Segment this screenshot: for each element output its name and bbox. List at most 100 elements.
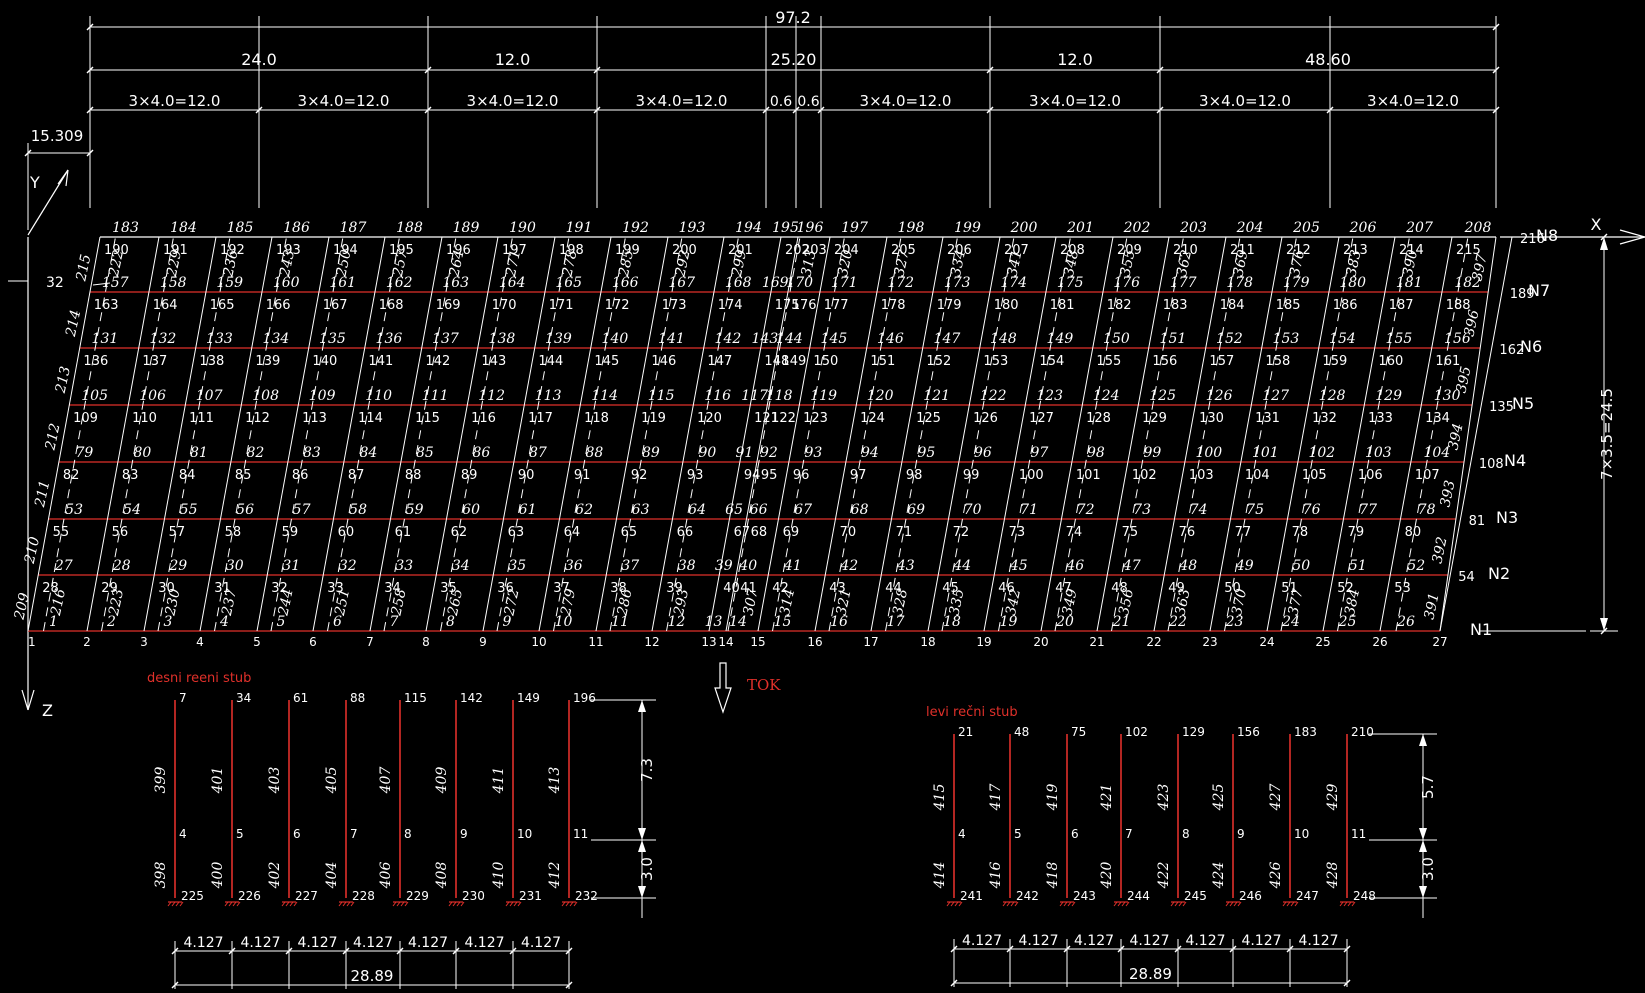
node-label: 59 <box>282 525 299 540</box>
edge-label: 395 <box>1453 365 1474 395</box>
beam-label: 118 <box>766 388 793 404</box>
node-label: 158 <box>1265 354 1290 369</box>
beam-label: 17 <box>887 614 905 630</box>
node-label: 163 <box>94 298 119 313</box>
node-label: 191 <box>163 243 188 258</box>
beam-label: 43 <box>896 558 915 574</box>
dim-tick <box>342 947 350 955</box>
cross-member-line <box>1167 236 1241 632</box>
flow-arrow-icon <box>714 662 732 714</box>
node-label: 56 <box>112 525 129 540</box>
pier-top-node: 129 <box>1182 725 1205 739</box>
beam-label: 100 <box>1195 445 1222 461</box>
beam-label: 57 <box>293 502 311 518</box>
node-label: 49 <box>1168 581 1185 596</box>
beam-label: 168 <box>725 275 752 291</box>
node-label: 214 <box>1399 243 1424 258</box>
cross-label: 257 <box>390 248 411 279</box>
pier-mid-node: 9 <box>1237 827 1245 841</box>
beam-label: 111 <box>422 388 449 404</box>
node-label: 131 <box>1255 411 1280 426</box>
beam-label: 201 <box>1066 220 1094 236</box>
node-label: 54 <box>1458 570 1475 585</box>
beam-label: 196 <box>797 220 824 236</box>
beam-label: 167 <box>668 275 695 291</box>
beam-label: 15 <box>774 614 792 630</box>
node-label: 61 <box>395 525 412 540</box>
row-label-N8: N8 <box>1536 226 1558 245</box>
cross-member-line <box>1054 236 1128 632</box>
node-label: 185 <box>1276 298 1301 313</box>
node-label: 162 <box>1499 343 1524 358</box>
support-hatch <box>1059 901 1064 907</box>
beam-label: 185 <box>227 220 254 236</box>
axis-y-arrow-icon <box>57 169 69 187</box>
pier-member: 414 <box>932 862 948 890</box>
beam-label: 106 <box>139 388 166 404</box>
node-label: 146 <box>651 354 676 369</box>
node-label: 63 <box>508 525 525 540</box>
node-label: 5 <box>253 635 261 649</box>
beam-label: 144 <box>776 331 803 347</box>
pier-member: 420 <box>1099 862 1115 890</box>
cross-label: 320 <box>835 248 856 278</box>
axis-z-label: Z <box>42 701 53 720</box>
flow-arrow: TOK <box>714 662 781 714</box>
beam-label: 53 <box>65 502 83 518</box>
beam-label: 177 <box>1170 275 1197 291</box>
node-label: 182 <box>1107 298 1132 313</box>
pier-spacing: 4.127 <box>1185 933 1225 949</box>
node-label: 55 <box>53 525 70 540</box>
node-label: 58 <box>225 525 242 540</box>
cross-label: 229 <box>164 248 185 279</box>
beam-label: 71 <box>1020 502 1038 518</box>
column-line <box>482 236 556 632</box>
column-line <box>983 236 1057 632</box>
node-label: 178 <box>881 298 906 313</box>
dim-subspan: 3×4.0=12.0 <box>129 92 221 110</box>
dim-total: 97.2 <box>775 8 811 27</box>
beam-label: 24 <box>1281 614 1300 630</box>
support-hatch <box>338 901 343 907</box>
dim-tick <box>86 149 94 157</box>
pier-base-node: 228 <box>352 889 375 903</box>
pier-top-node: 88 <box>350 691 365 705</box>
beam-label: 132 <box>150 331 177 347</box>
node-label: 115 <box>415 411 440 426</box>
cross-label: 265 <box>445 587 466 618</box>
node-label: 46 <box>998 581 1015 596</box>
beam-label: 68 <box>851 502 869 518</box>
support-hatch <box>1343 901 1348 907</box>
column-line <box>425 236 499 632</box>
dim-tick <box>509 947 517 955</box>
pier-member: 410 <box>491 862 507 890</box>
beam-label: 117 <box>741 388 768 404</box>
node-label: 85 <box>235 468 252 483</box>
node-label: 76 <box>1179 525 1196 540</box>
support-hatch <box>1010 901 1015 907</box>
support-hatch <box>236 901 241 907</box>
pier-total: 28.89 <box>1129 965 1172 983</box>
beam-label: 80 <box>133 445 151 461</box>
pier-mid-node: 5 <box>1014 827 1022 841</box>
node-label: 8 <box>422 635 430 649</box>
beam-label: 9 <box>503 614 512 630</box>
beam-label: 25 <box>1338 614 1357 630</box>
pier-mid-node: 7 <box>350 827 358 841</box>
node-label: 168 <box>379 298 404 313</box>
pier-base-node: 242 <box>1016 889 1039 903</box>
node-label: 190 <box>104 243 129 258</box>
cross-label: 279 <box>558 587 579 618</box>
beam-label: 72 <box>1077 502 1095 518</box>
node-label: 33 <box>327 581 344 596</box>
beam-label: 124 <box>1093 388 1120 404</box>
beam-label: 56 <box>236 502 254 518</box>
beam-label: 28 <box>112 558 131 574</box>
beam-label: 146 <box>877 331 904 347</box>
node-label: 154 <box>1039 354 1064 369</box>
beam-label: 138 <box>489 331 516 347</box>
node-label: 97 <box>850 468 867 483</box>
beam-label: 164 <box>499 275 526 291</box>
dim-subspan: 3×4.0=12.0 <box>636 92 728 110</box>
